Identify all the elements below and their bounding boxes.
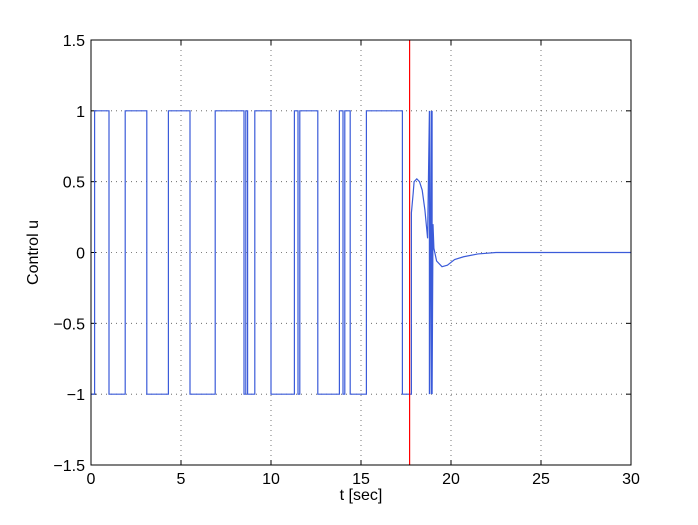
x-axis-label: t [sec] <box>340 487 383 504</box>
x-tick-label: 5 <box>177 471 186 488</box>
y-tick-label: 1 <box>76 104 85 121</box>
y-axis-label: Control u <box>25 220 42 285</box>
x-tick-label: 25 <box>532 471 550 488</box>
y-tick-label: −1.5 <box>53 458 85 475</box>
x-tick-label: 20 <box>442 471 460 488</box>
plot-frame <box>90 39 632 466</box>
x-tick-label: 30 <box>622 471 640 488</box>
y-tick-label: −1 <box>67 387 85 404</box>
y-tick-label: −0.5 <box>53 316 85 333</box>
y-tick-label: 0 <box>76 246 85 263</box>
y-tick-label: 1.5 <box>63 33 85 50</box>
control-u-line <box>91 110 631 395</box>
tick-labels: 0 5 10 15 20 25 30 −1.5 −1 −0.5 0 0.5 1 1.5 <box>53 33 640 488</box>
x-tick-label: 10 <box>262 471 280 488</box>
x-tick-label: 0 <box>87 471 96 488</box>
y-tick-label: 0.5 <box>63 175 85 192</box>
series <box>91 110 631 395</box>
x-tick-label: 15 <box>352 471 370 488</box>
